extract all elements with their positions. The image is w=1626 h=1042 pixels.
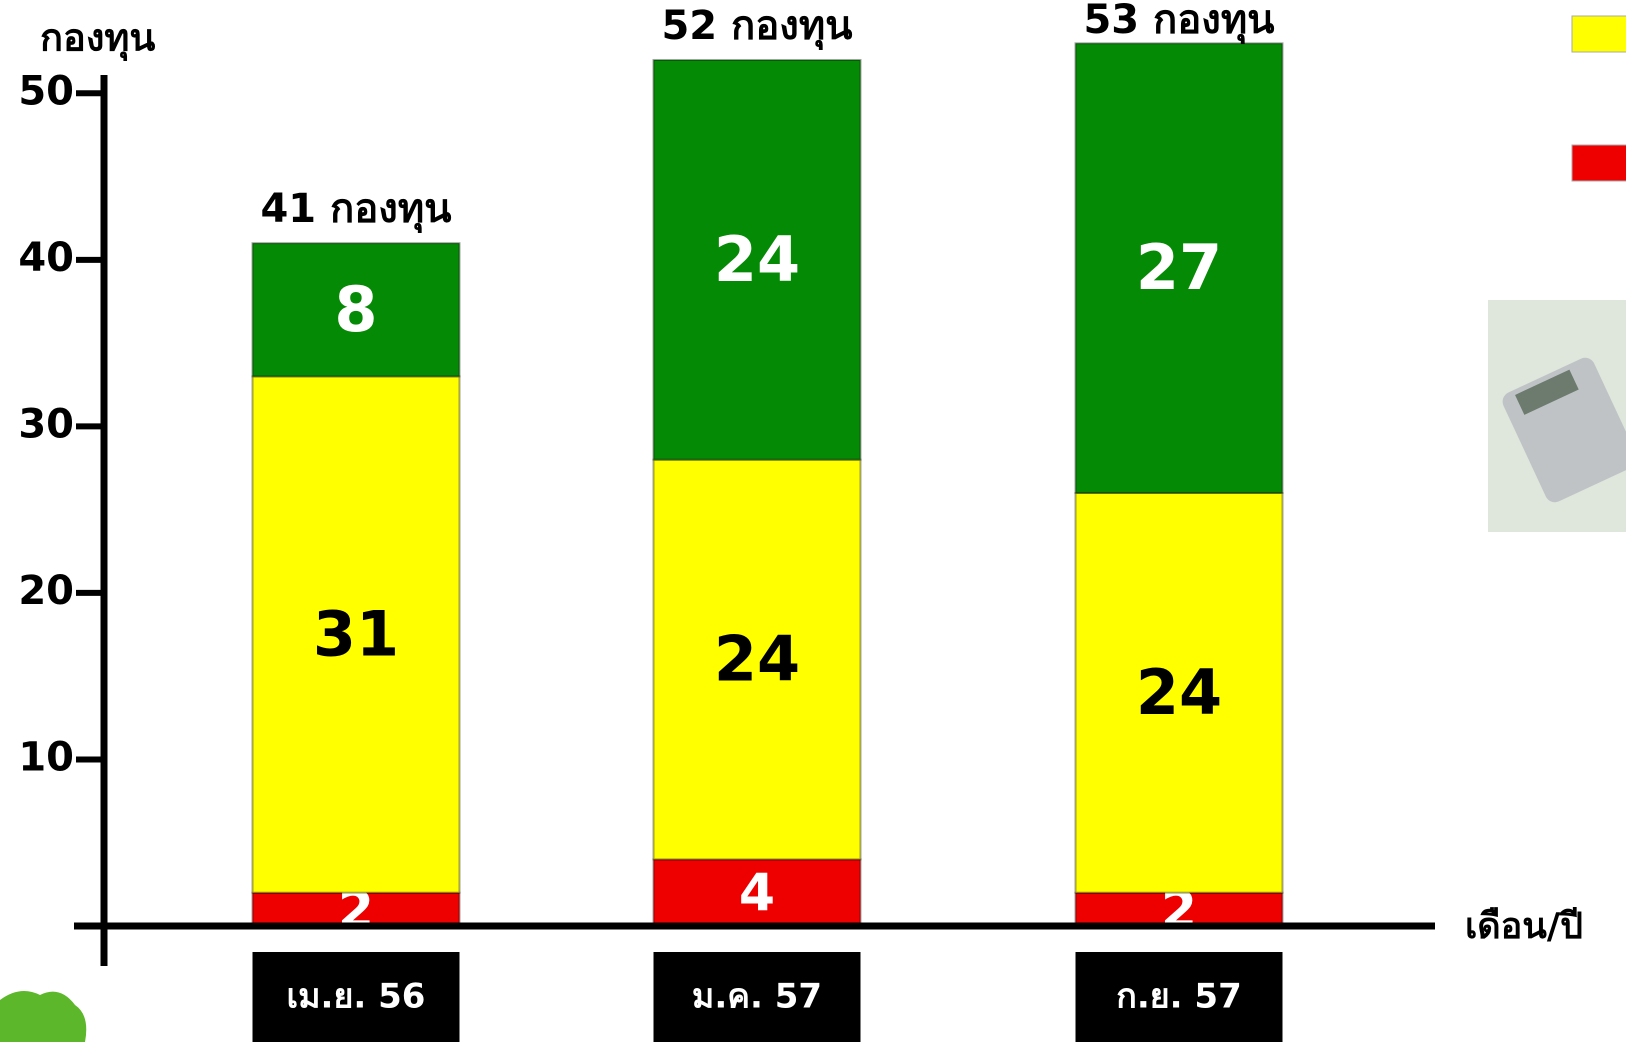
y-tick-label: 10: [18, 734, 74, 780]
value-label: 27: [1136, 231, 1222, 304]
y-tick-label: 20: [18, 568, 74, 614]
tree-decoration: [0, 991, 87, 1042]
bar-segment: [251, 891, 461, 928]
x-tick-label: ม.ค. 57: [692, 977, 822, 1017]
value-label: 31: [313, 598, 399, 671]
bar-segment: [251, 242, 461, 378]
category-box: [653, 952, 861, 1042]
y-axis-label: กองทุน: [40, 16, 155, 62]
y-tick-label: 30: [18, 401, 74, 447]
y-tick-label: 40: [18, 235, 74, 281]
value-label: 24: [1136, 656, 1222, 729]
category-box: [1075, 952, 1283, 1042]
bar-segment: [652, 58, 862, 461]
total-label: 41 กองทุน: [260, 186, 451, 234]
category-box: [252, 952, 460, 1042]
bar-segment: [652, 458, 862, 861]
total-label: 52 กองทุน: [661, 3, 852, 51]
total-label: 53 กองทุน: [1083, 0, 1274, 45]
value-label: 4: [739, 864, 775, 924]
bar-segment: [1074, 491, 1284, 894]
x-axis-label: เดือน/ปี: [1465, 906, 1583, 947]
value-label: 24: [714, 223, 800, 296]
bar-segment: [1074, 42, 1284, 494]
y-tick-label: 50: [18, 68, 74, 114]
value-label: 8: [334, 273, 377, 346]
legend-swatch: [1571, 144, 1626, 182]
legend-swatch: [1571, 15, 1626, 53]
x-tick-label: ก.ย. 57: [1116, 977, 1242, 1017]
x-tick-label: เม.ย. 56: [287, 977, 426, 1017]
calculator-picture: [1488, 300, 1626, 532]
value-label: 24: [714, 623, 800, 696]
